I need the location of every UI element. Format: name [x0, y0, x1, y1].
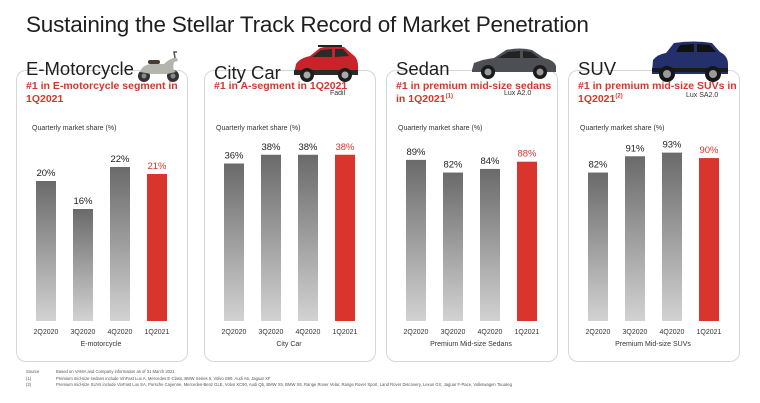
sedan-icon: [472, 48, 556, 79]
model-name: Lux A2.0: [504, 90, 532, 97]
headline: #1 in premium mid-size sedans in 1Q2021(…: [396, 80, 556, 105]
panel-heading: E-Motorcycle: [26, 58, 134, 79]
category-tick-label: 1Q2021: [333, 329, 358, 336]
data-label: 38%: [261, 142, 281, 153]
footnotes: Source Based on VAMA and Company informat…: [26, 369, 512, 389]
category-tick-label: 4Q2020: [660, 329, 685, 336]
data-label: 22%: [110, 154, 130, 165]
category-label: Premium Mid-size SUVs: [615, 341, 691, 348]
category-tick-label: 2Q2020: [34, 329, 59, 336]
metric-label: Quarterly market share (%): [398, 125, 483, 132]
category-tick-label: 1Q2021: [697, 329, 722, 336]
data-label: 93%: [662, 140, 682, 151]
category-tick-label: 2Q2020: [404, 329, 429, 336]
scooter-icon: [138, 51, 179, 82]
headline-text: #1 in premium mid-size sedans in 1Q2021: [396, 80, 552, 105]
data-label: 82%: [588, 160, 608, 171]
data-label: 20%: [36, 168, 56, 179]
hatchback-icon: [294, 45, 358, 82]
category-tick-label: 3Q2020: [71, 329, 96, 336]
category-tick-label: 4Q2020: [108, 329, 133, 336]
headline-text: #1 in A-segment in 1Q2021: [214, 80, 348, 92]
category-tick-label: 4Q2020: [296, 329, 321, 336]
data-label: 16%: [73, 196, 93, 207]
category-tick-label: 2Q2020: [586, 329, 611, 336]
footnote-2: (2) Premium mid-size SUVs include VinFast…: [26, 382, 512, 388]
data-label: 38%: [335, 142, 355, 153]
data-label: 36%: [224, 151, 244, 162]
bar-3Q2020: [261, 154, 281, 321]
bar-3Q2020: [625, 156, 645, 321]
headline-text: #1 in E-motorcycle segment in 1Q2021: [26, 80, 178, 105]
model-name: Lux SA2.0: [686, 92, 719, 99]
footnote-1: (1) Premium mid-size sedans include VinFa…: [26, 375, 271, 381]
bar-1Q2021: [335, 154, 355, 321]
bar-1Q2021: [517, 161, 537, 321]
category-label: E-motorcycle: [80, 341, 122, 348]
bar-4Q2020: [298, 154, 318, 321]
category-tick-label: 1Q2021: [145, 329, 170, 336]
category-label: City Car: [276, 341, 302, 348]
bar-3Q2020: [443, 172, 463, 321]
suv-icon: [652, 41, 728, 82]
category-tick-label: 1Q2021: [515, 329, 540, 336]
data-label: 84%: [480, 156, 500, 167]
headline-footnote-marker: (2): [615, 93, 623, 99]
bar-3Q2020: [73, 209, 93, 321]
metric-label: Quarterly market share (%): [580, 125, 665, 132]
bar-4Q2020: [480, 168, 500, 321]
category-tick-label: 3Q2020: [441, 329, 466, 336]
data-label: 88%: [517, 149, 537, 160]
data-label: 82%: [443, 160, 463, 171]
bar-1Q2021: [147, 174, 167, 321]
bar-2Q2020: [588, 172, 608, 321]
data-label: 91%: [625, 143, 645, 154]
panel-heading: Sedan: [396, 58, 450, 79]
category-tick-label: 3Q2020: [623, 329, 648, 336]
headline: #1 in A-segment in 1Q2021: [214, 80, 374, 93]
metric-label: Quarterly market share (%): [216, 125, 301, 132]
headline-text: #1 in premium mid-size SUVs in 1Q2021: [578, 80, 737, 105]
bar-2Q2020: [36, 181, 56, 321]
data-label: 90%: [699, 145, 719, 156]
bar-4Q2020: [662, 152, 682, 321]
headline: #1 in premium mid-size SUVs in 1Q2021(2): [578, 80, 738, 105]
data-label: 89%: [406, 147, 426, 158]
category-tick-label: 4Q2020: [478, 329, 503, 336]
headline-footnote-marker: (1): [445, 93, 453, 99]
bar-1Q2021: [699, 158, 719, 321]
panel-heading: SUV: [578, 58, 617, 79]
bar-2Q2020: [406, 159, 426, 321]
model-name: Fadil: [330, 90, 346, 97]
bar-4Q2020: [110, 167, 130, 321]
page-title: Sustaining the Stellar Track Record of M…: [26, 12, 589, 37]
bar-2Q2020: [224, 163, 244, 321]
footnote-source: Source Based on VAMA and Company informat…: [26, 369, 175, 374]
category-tick-label: 3Q2020: [259, 329, 284, 336]
data-label: 38%: [298, 142, 318, 153]
data-label: 21%: [147, 161, 167, 172]
category-tick-label: 2Q2020: [222, 329, 247, 336]
category-label: Premium Mid-size Sedans: [430, 341, 512, 348]
headline: #1 in E-motorcycle segment in 1Q2021: [26, 80, 186, 105]
metric-label: Quarterly market share (%): [32, 125, 117, 132]
panel-heading: City Car: [214, 62, 281, 83]
